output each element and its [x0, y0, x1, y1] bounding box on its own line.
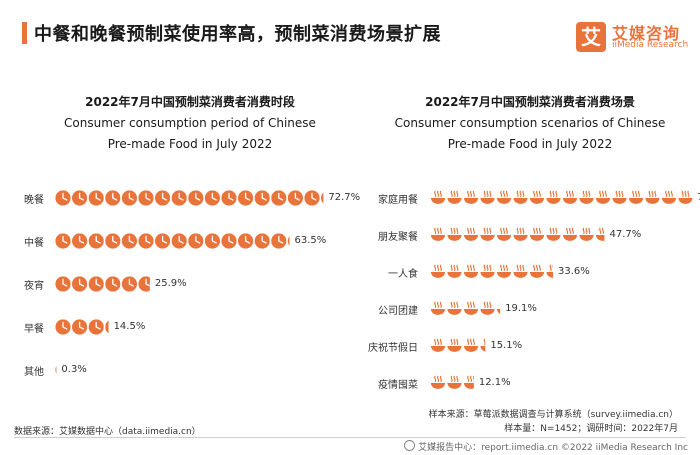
value-label: 25.9%: [154, 278, 187, 289]
bar-早餐: [55, 319, 109, 335]
value-label: 0.3%: [61, 364, 87, 375]
bar-夜宵: [55, 276, 150, 292]
report-center-icon: [404, 440, 416, 451]
category-label: 夜宵: [24, 281, 44, 292]
value-label: 33.6%: [558, 266, 590, 277]
value-label: 15.1%: [490, 340, 523, 351]
category-label: 公司团建: [378, 306, 418, 317]
footer-text: 艾媒报告中心：report.iimedia.cn ©2022 iiMedia R…: [418, 443, 688, 453]
value-label: 14.5%: [113, 321, 146, 332]
logo-subtext: iiMedia Research: [612, 40, 689, 50]
value-label: 47.7%: [609, 229, 642, 240]
value-label: 72.7%: [328, 192, 361, 203]
bar-公司团建: [430, 301, 501, 315]
category-label: 一人食: [388, 269, 418, 280]
value-label: 63.5%: [294, 235, 327, 246]
right-chart-title-en-2: Pre-made Food in July 2022: [447, 137, 613, 151]
bar-庆祝节假日: [430, 338, 486, 352]
logo-icon: 艾: [576, 22, 606, 52]
left-chart-title-cn: 2022年7月中国预制菜消费者消费时段: [85, 95, 295, 109]
sample-info: 样本量：N=1452；调研时间：2022年7月: [504, 424, 678, 434]
header: 中餐和晚餐预制菜使用率高，预制菜消费场景扩展 艾 艾媒咨询 iiMedia Re…: [0, 0, 700, 62]
category-label: 其他: [24, 367, 44, 378]
footer-divider: [14, 437, 686, 438]
bar-其他: [55, 366, 57, 374]
data-source: 数据来源：艾媒数据中心（data.iimedia.cn）: [14, 427, 201, 437]
left-chart-title-en-1: Consumer consumption period of Chinese: [64, 116, 316, 130]
right-chart-title: 2022年7月中国预制菜消费者消费场景 Consumer consumption…: [380, 92, 680, 155]
category-label: 朋友聚餐: [378, 232, 418, 243]
category-label: 庆祝节假日: [368, 343, 418, 354]
category-label: 早餐: [24, 324, 44, 335]
left-chart-title-en-2: Pre-made Food in July 2022: [107, 137, 273, 151]
value-label: 71.8%: [697, 192, 700, 203]
right-chart-title-en-1: Consumer consumption scenarios of Chines…: [394, 116, 666, 130]
footer: 艾媒报告中心：report.iimedia.cn ©2022 iiMedia R…: [404, 440, 688, 453]
bar-家庭用餐: [430, 190, 693, 204]
bar-疫情囤菜: [430, 375, 474, 389]
category-label: 中餐: [24, 238, 44, 249]
value-label: 12.1%: [478, 377, 511, 388]
logo-text: 艾媒咨询: [612, 24, 681, 43]
category-label: 疫情囤菜: [378, 380, 418, 391]
left-chart-title: 2022年7月中国预制菜消费者消费时段 Consumer consumption…: [40, 92, 340, 155]
sample-source: 样本来源：草莓派数据调查与计算系统（survey.iimedia.cn）: [428, 410, 678, 420]
page-title: 中餐和晚餐预制菜使用率高，预制菜消费场景扩展: [34, 24, 441, 45]
bar-一人食: [430, 264, 553, 278]
bar-中餐: [55, 233, 290, 249]
value-label: 19.1%: [505, 303, 537, 314]
title-accent-bar: [22, 22, 27, 44]
category-label: 晚餐: [24, 195, 44, 206]
bar-朋友聚餐: [430, 227, 605, 241]
bar-晚餐: [55, 190, 324, 206]
right-chart-title-cn: 2022年7月中国预制菜消费者消费场景: [425, 95, 635, 109]
category-label: 家庭用餐: [378, 195, 418, 206]
